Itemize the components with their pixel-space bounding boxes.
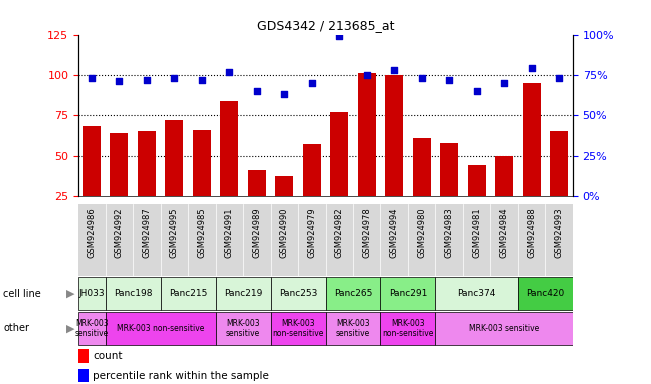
Point — [251, 88, 262, 94]
Text: MRK-003 sensitive: MRK-003 sensitive — [469, 324, 539, 333]
Text: MRK-003
sensitive: MRK-003 sensitive — [226, 319, 260, 338]
Bar — [467, 165, 486, 236]
Bar — [358, 73, 376, 236]
Text: GSM924982: GSM924982 — [335, 207, 344, 258]
Bar — [326, 312, 380, 345]
Bar — [220, 101, 238, 236]
Text: GSM924986: GSM924986 — [87, 207, 96, 258]
Bar — [380, 312, 436, 345]
Bar — [330, 112, 348, 236]
Bar — [83, 126, 101, 236]
Text: GSM924993: GSM924993 — [555, 207, 564, 258]
Text: GSM924987: GSM924987 — [143, 207, 151, 258]
Text: GSM924994: GSM924994 — [390, 207, 398, 258]
Bar — [215, 277, 271, 310]
Bar — [138, 131, 156, 236]
Bar — [271, 312, 326, 345]
Bar — [78, 277, 105, 310]
Bar — [271, 277, 326, 310]
Text: Panc265: Panc265 — [334, 289, 372, 298]
Point — [197, 77, 207, 83]
Point — [114, 78, 124, 84]
Bar — [215, 312, 271, 345]
Text: GSM924995: GSM924995 — [170, 207, 179, 258]
Bar — [436, 277, 518, 310]
Point — [361, 72, 372, 78]
Text: ▶: ▶ — [66, 289, 75, 299]
Bar — [440, 142, 458, 236]
Bar — [518, 277, 573, 310]
Bar — [165, 120, 183, 236]
Text: GSM924980: GSM924980 — [417, 207, 426, 258]
Bar — [78, 369, 89, 382]
Text: count: count — [93, 351, 122, 361]
Text: Panc420: Panc420 — [526, 289, 564, 298]
Text: GSM924978: GSM924978 — [362, 207, 371, 258]
Text: GSM924991: GSM924991 — [225, 207, 234, 258]
Text: GSM924981: GSM924981 — [472, 207, 481, 258]
Text: percentile rank within the sample: percentile rank within the sample — [93, 371, 269, 381]
Text: Panc291: Panc291 — [389, 289, 427, 298]
Bar — [326, 277, 380, 310]
Point — [279, 91, 290, 97]
Text: GSM924985: GSM924985 — [197, 207, 206, 258]
Bar — [78, 312, 105, 345]
Bar — [413, 138, 431, 236]
Text: GSM924979: GSM924979 — [307, 207, 316, 258]
Bar — [161, 277, 215, 310]
Title: GDS4342 / 213685_at: GDS4342 / 213685_at — [256, 19, 395, 32]
Text: other: other — [3, 323, 29, 333]
Text: GSM924983: GSM924983 — [445, 207, 454, 258]
Point — [417, 75, 427, 81]
Bar — [105, 312, 215, 345]
Point — [554, 75, 564, 81]
Bar — [523, 83, 540, 236]
Bar — [436, 312, 573, 345]
Text: Panc219: Panc219 — [224, 289, 262, 298]
Bar — [550, 131, 568, 236]
Point — [334, 33, 344, 39]
Point — [527, 65, 537, 71]
Text: Panc198: Panc198 — [114, 289, 152, 298]
Bar — [248, 170, 266, 236]
Bar — [78, 349, 89, 363]
Bar — [380, 277, 436, 310]
Point — [471, 88, 482, 94]
Text: MRK-003 non-sensitive: MRK-003 non-sensitive — [117, 324, 204, 333]
Point — [224, 69, 234, 75]
Point — [389, 67, 400, 73]
Text: Panc374: Panc374 — [458, 289, 496, 298]
Point — [142, 77, 152, 83]
Text: JH033: JH033 — [79, 289, 105, 298]
Bar — [105, 277, 161, 310]
Bar — [275, 177, 293, 236]
Bar — [385, 75, 403, 236]
Point — [444, 77, 454, 83]
Text: cell line: cell line — [3, 289, 41, 299]
Bar — [111, 133, 128, 236]
Text: GSM924990: GSM924990 — [280, 207, 289, 258]
Text: ▶: ▶ — [66, 323, 75, 333]
Text: GSM924989: GSM924989 — [253, 207, 261, 258]
Text: MRK-003
non-sensitive: MRK-003 non-sensitive — [382, 319, 434, 338]
Bar — [193, 130, 211, 236]
Point — [87, 75, 97, 81]
Text: GSM924984: GSM924984 — [500, 207, 508, 258]
Text: MRK-003
non-sensitive: MRK-003 non-sensitive — [272, 319, 324, 338]
Bar — [495, 156, 513, 236]
Text: GSM924988: GSM924988 — [527, 207, 536, 258]
Text: MRK-003
sensitive: MRK-003 sensitive — [75, 319, 109, 338]
Point — [307, 80, 317, 86]
Text: MRK-003
sensitive: MRK-003 sensitive — [336, 319, 370, 338]
Text: Panc253: Panc253 — [279, 289, 317, 298]
Point — [169, 75, 180, 81]
Bar — [303, 144, 321, 236]
Text: GSM924992: GSM924992 — [115, 207, 124, 258]
Point — [499, 80, 509, 86]
Text: Panc215: Panc215 — [169, 289, 207, 298]
